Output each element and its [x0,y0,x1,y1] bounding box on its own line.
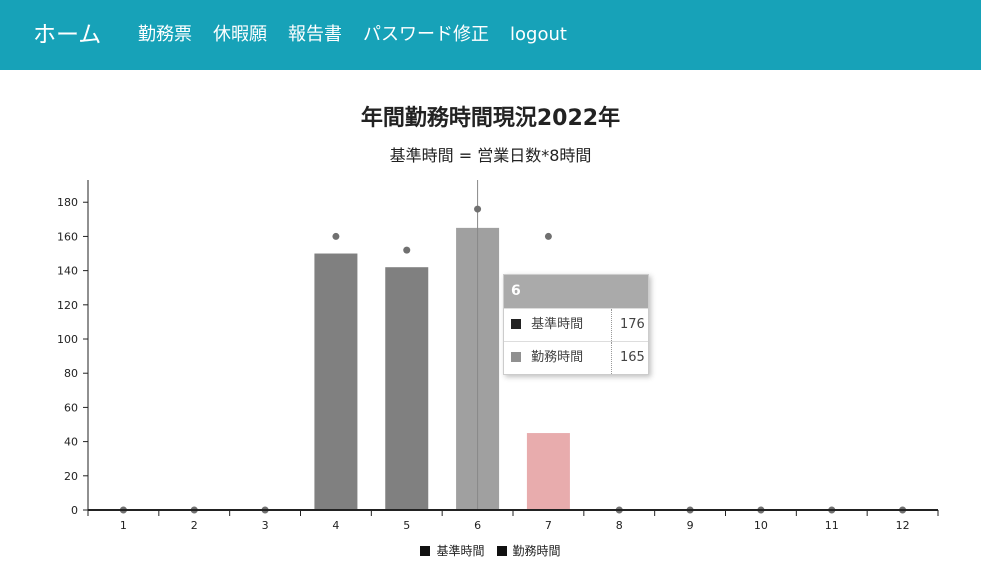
nav-link-report[interactable]: 報告書 [288,24,342,45]
nav-links: 勤務票 休暇願 報告書 パスワード修正 logout [138,22,567,48]
bar [314,253,358,510]
legend-swatch-standard [420,545,431,556]
y-tick-label: 160 [57,230,78,243]
tooltip-value-worked: 165 [620,350,645,365]
standard-hours-point [544,232,552,240]
home-link[interactable]: ホーム [33,22,102,48]
legend-swatch-worked [496,545,507,556]
y-tick-label: 20 [64,470,78,483]
x-tick-label: 1 [120,519,127,532]
x-tick-label: 2 [191,519,198,532]
x-tick-label: 3 [262,519,269,532]
y-tick-label: 80 [64,367,78,380]
x-tick-label: 4 [332,519,339,532]
y-tick-label: 180 [57,196,78,209]
x-tick-label: 7 [545,519,552,532]
tooltip-row: 勤務時間 165 [504,341,648,374]
y-tick-label: 100 [57,333,78,346]
tooltip-value-standard: 176 [620,317,645,332]
tooltip-swatch-worked [511,352,521,362]
standard-hours-point [403,246,411,254]
tooltip-swatch-standard [511,319,521,329]
x-tick-label: 12 [896,519,910,532]
nav-link-password[interactable]: パスワード修正 [363,24,489,45]
x-tick-label: 9 [687,519,694,532]
y-tick-label: 0 [71,504,78,517]
nav-link-timesheet[interactable]: 勤務票 [138,24,192,45]
legend-label-standard: 基準時間 [436,544,485,558]
nav-link-logout[interactable]: logout [510,24,567,45]
top-navbar: ホーム 勤務票 休暇願 報告書 パスワード修正 logout [0,0,981,70]
x-tick-label: 8 [616,519,623,532]
chart-container: 年間勤務時間現況2022年 基準時間 = 営業日数*8時間 0 20 40 60 80 1… [0,70,981,579]
chart-subtitle: 基準時間 = 営業日数*8時間 [389,146,592,165]
nav-link-leave-request[interactable]: 休暇願 [213,24,267,45]
chart-title: 年間勤務時間現況2022年 [360,106,621,131]
legend-item-standard[interactable]: 基準時間 [420,542,485,559]
tooltip-header: 6 [504,275,648,308]
y-tick-label: 60 [64,401,78,414]
y-tick-label: 40 [64,436,78,449]
standard-hours-point [332,232,340,240]
tooltip-label-standard: 基準時間 [531,317,584,332]
bar [526,433,570,510]
standard-hours-point [474,205,482,213]
tooltip-row: 基準時間 176 [504,308,648,341]
bar [385,267,429,510]
y-tick-label: 140 [57,265,78,278]
tooltip-label-worked: 勤務時間 [531,350,584,365]
x-tick-label: 11 [825,519,839,532]
legend-item-worked[interactable]: 勤務時間 [496,542,561,559]
x-tick-label: 5 [403,519,410,532]
legend-label-worked: 勤務時間 [512,544,561,558]
x-tick-label: 6 [474,519,481,532]
x-tick-label: 10 [754,519,768,532]
y-tick-label: 120 [57,299,78,312]
chart-legend: 基準時間 勤務時間 [0,542,981,559]
chart-tooltip: 6 基準時間 176 勤務時間 165 [503,274,649,375]
